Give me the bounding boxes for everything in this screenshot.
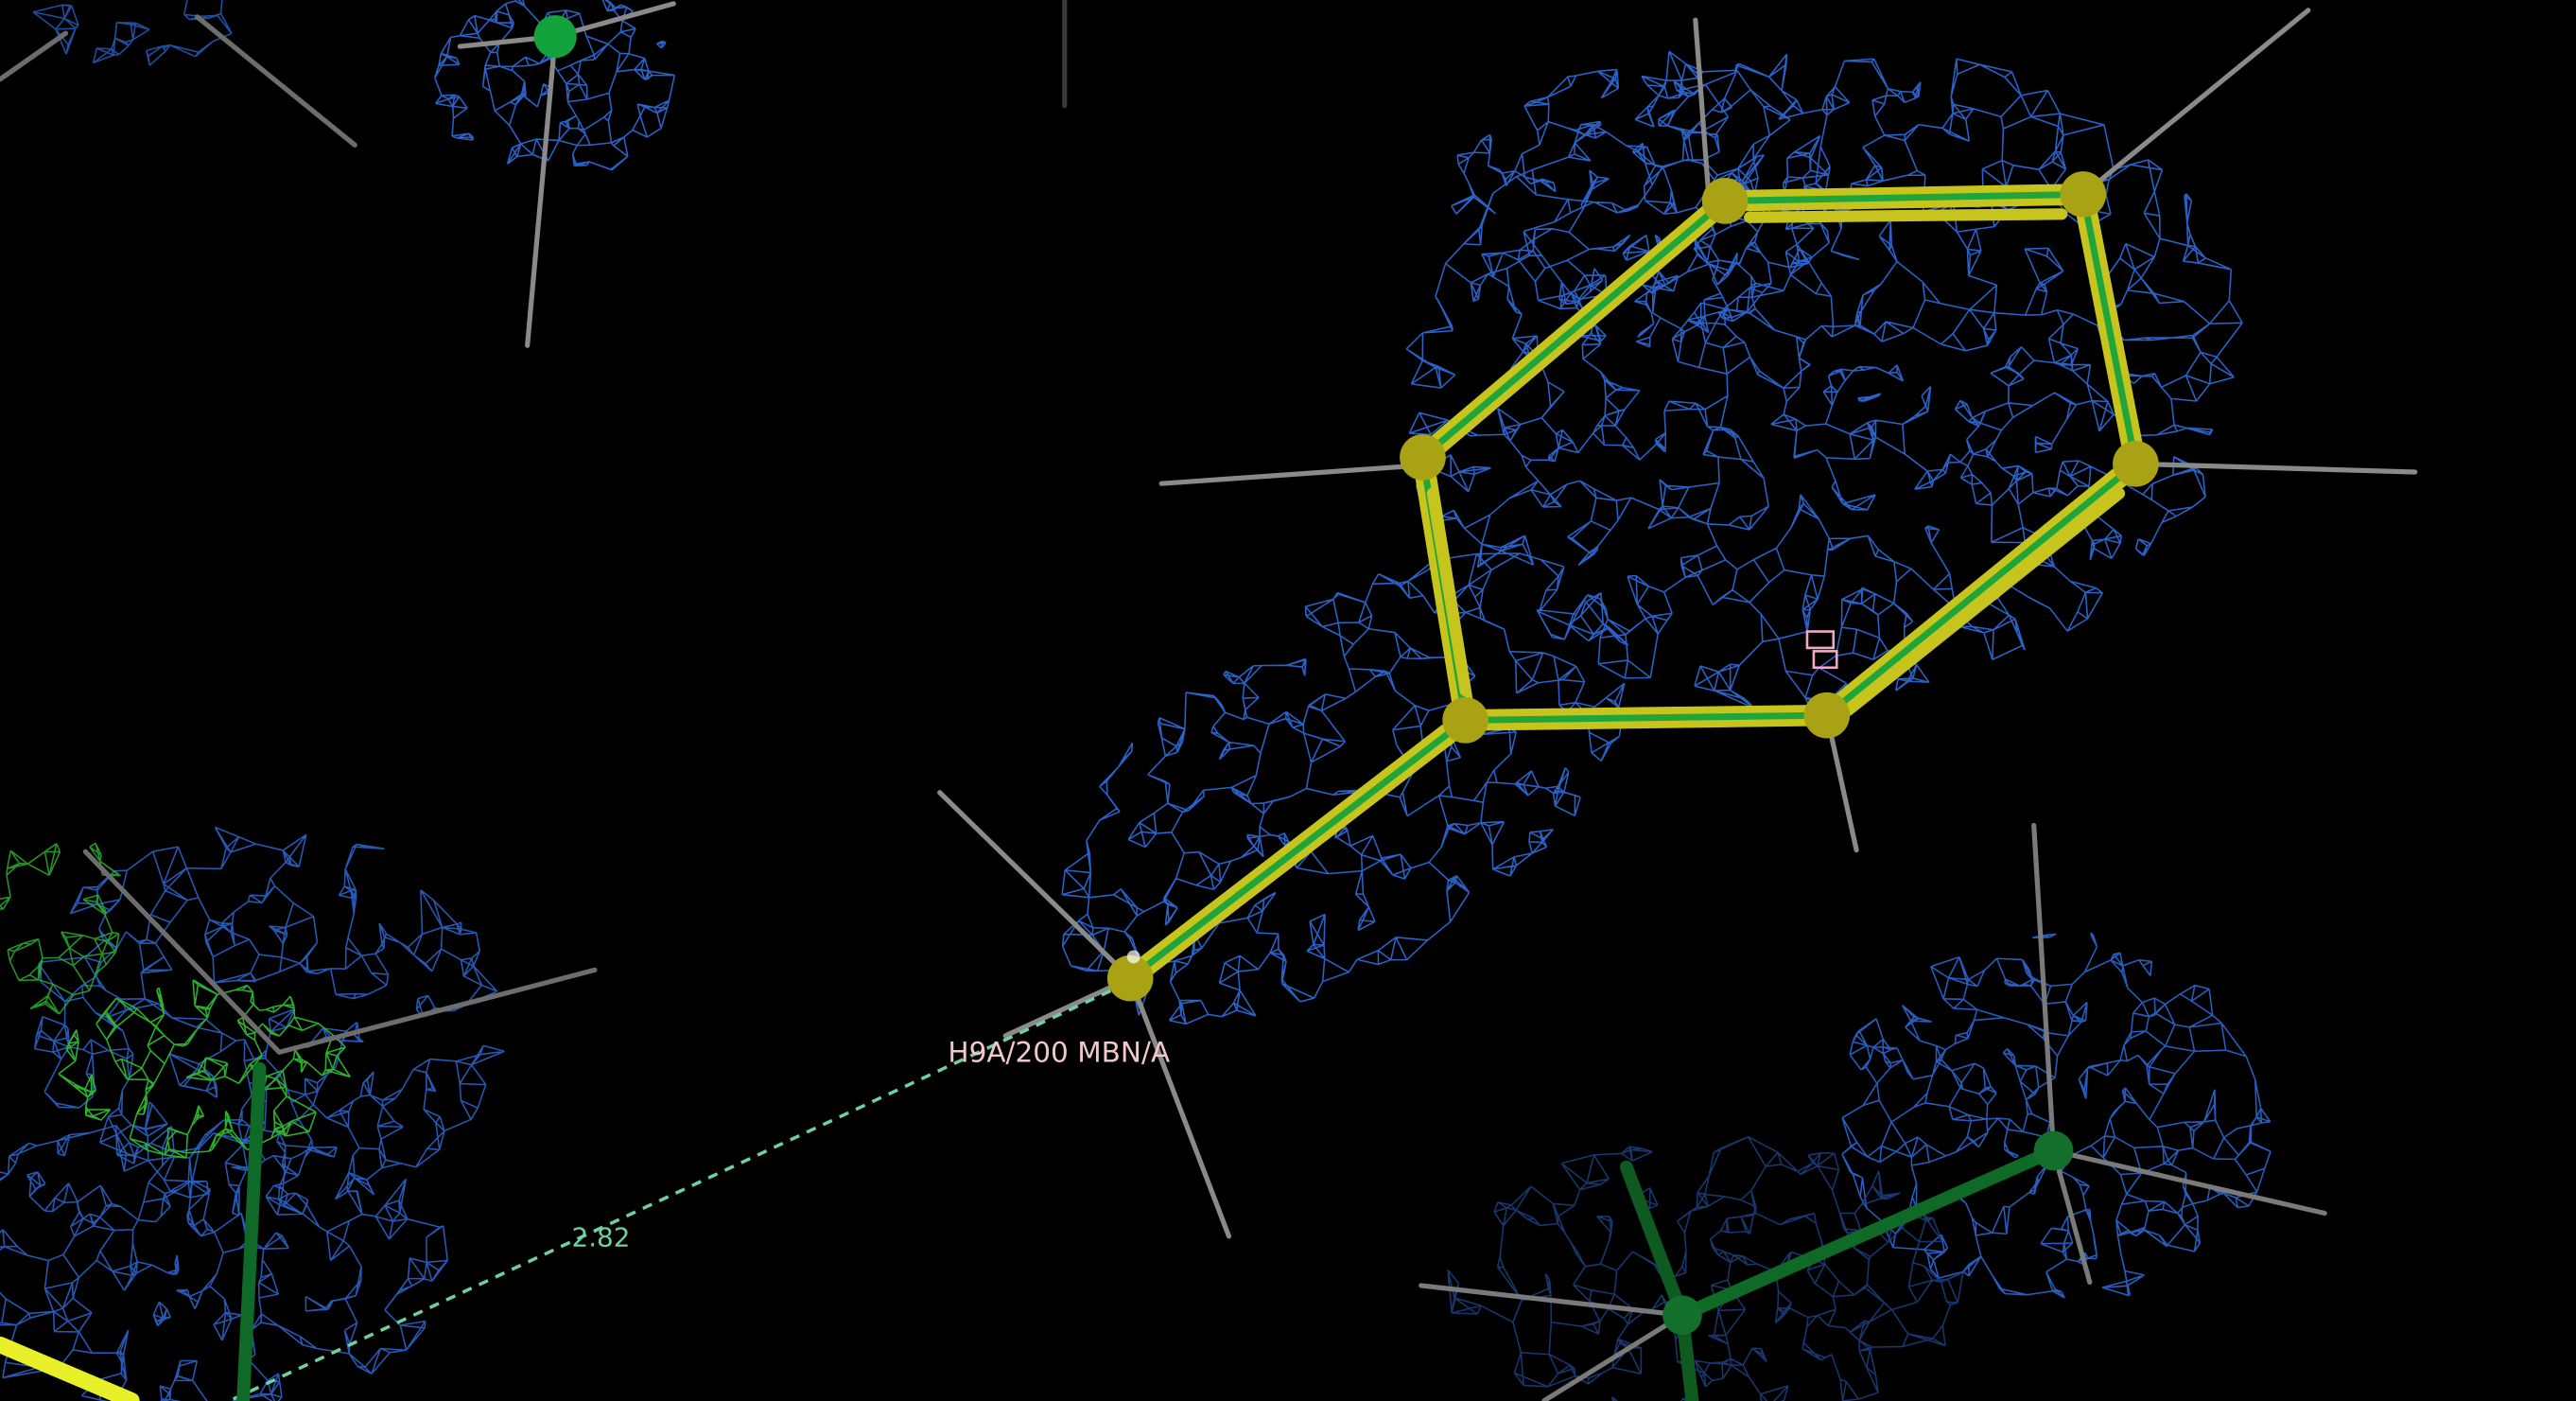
ligand-atom[interactable] xyxy=(1442,697,1488,744)
difference-map-mesh xyxy=(58,979,351,1159)
residue-bond xyxy=(236,1061,267,1401)
residue-bond xyxy=(1619,1160,1689,1322)
ligand-atom[interactable] xyxy=(1400,434,1446,481)
h-bond-line xyxy=(2031,822,2057,1154)
density-mesh-left-wires xyxy=(33,826,505,1217)
h-bond-line xyxy=(1693,17,1712,198)
ligand-atom[interactable] xyxy=(1701,178,1749,224)
neighbor-residues xyxy=(0,1061,2074,1401)
ligand-mbn[interactable] xyxy=(1106,171,2159,1002)
h-bond-line xyxy=(937,790,1133,981)
density-mesh-bottom-left xyxy=(0,1124,449,1401)
carbon-atom[interactable] xyxy=(1662,1295,1702,1336)
density-mesh-lower xyxy=(1447,1136,1964,1401)
density-mesh-ring xyxy=(1405,53,2243,709)
ligand-atom[interactable] xyxy=(2060,171,2107,218)
carbon-atom[interactable] xyxy=(2033,1130,2074,1171)
double-bond xyxy=(1744,208,2068,223)
density-mesh-lower-wires xyxy=(1447,1136,1964,1401)
h-bond-line xyxy=(2050,1147,2093,1286)
center-crosshair-icon xyxy=(1805,630,1838,670)
h-bond-line xyxy=(2080,8,2311,198)
h-bond-line xyxy=(1419,1283,1685,1318)
h-bond-line xyxy=(1158,463,1422,486)
h-bond-line xyxy=(2050,1147,2327,1217)
atom-label: H9A/200 MBN/A xyxy=(948,1037,1170,1069)
distance-dashed-line xyxy=(229,981,1128,1401)
residue-bond xyxy=(1675,1144,2061,1322)
density-mesh-left xyxy=(33,826,505,1217)
difference-map-mesh-wires xyxy=(58,979,351,1159)
density-mesh-ring-wires xyxy=(1405,53,2243,709)
density-mesh-lower-right-wires xyxy=(1841,932,2271,1299)
density-mesh-lower-right xyxy=(1841,932,2271,1299)
h-bond-line xyxy=(82,849,282,1055)
h-bond-line xyxy=(0,30,69,82)
h-bond-line xyxy=(1541,1312,1685,1401)
distance-measurement[interactable]: 2.82 xyxy=(229,981,1128,1401)
h-bond-line xyxy=(525,34,558,348)
distance-label: 2.82 xyxy=(572,1221,631,1252)
ligand-atom[interactable] xyxy=(1803,692,1851,739)
ligand-atom[interactable] xyxy=(1106,954,1154,1002)
density-mesh-small-wires xyxy=(434,0,676,171)
yellow-bond xyxy=(0,1336,140,1401)
double-bond xyxy=(1842,487,2126,717)
h-bond-line xyxy=(276,967,598,1055)
carbon-atom[interactable] xyxy=(533,15,577,59)
h-bond-line xyxy=(194,14,357,148)
density-mesh-small xyxy=(434,0,676,171)
h-bond-line xyxy=(2132,461,2418,475)
electron-density-meshes xyxy=(0,0,2271,1401)
hydrogen-bonds xyxy=(0,0,2418,1401)
ligand-atom-highlight xyxy=(1126,950,1140,964)
ligand-atom[interactable] xyxy=(2113,441,2159,487)
density-mesh-bottom-left-wires xyxy=(0,1124,449,1401)
double-bond xyxy=(1426,487,1471,697)
h-bond-line xyxy=(1127,975,1232,1239)
